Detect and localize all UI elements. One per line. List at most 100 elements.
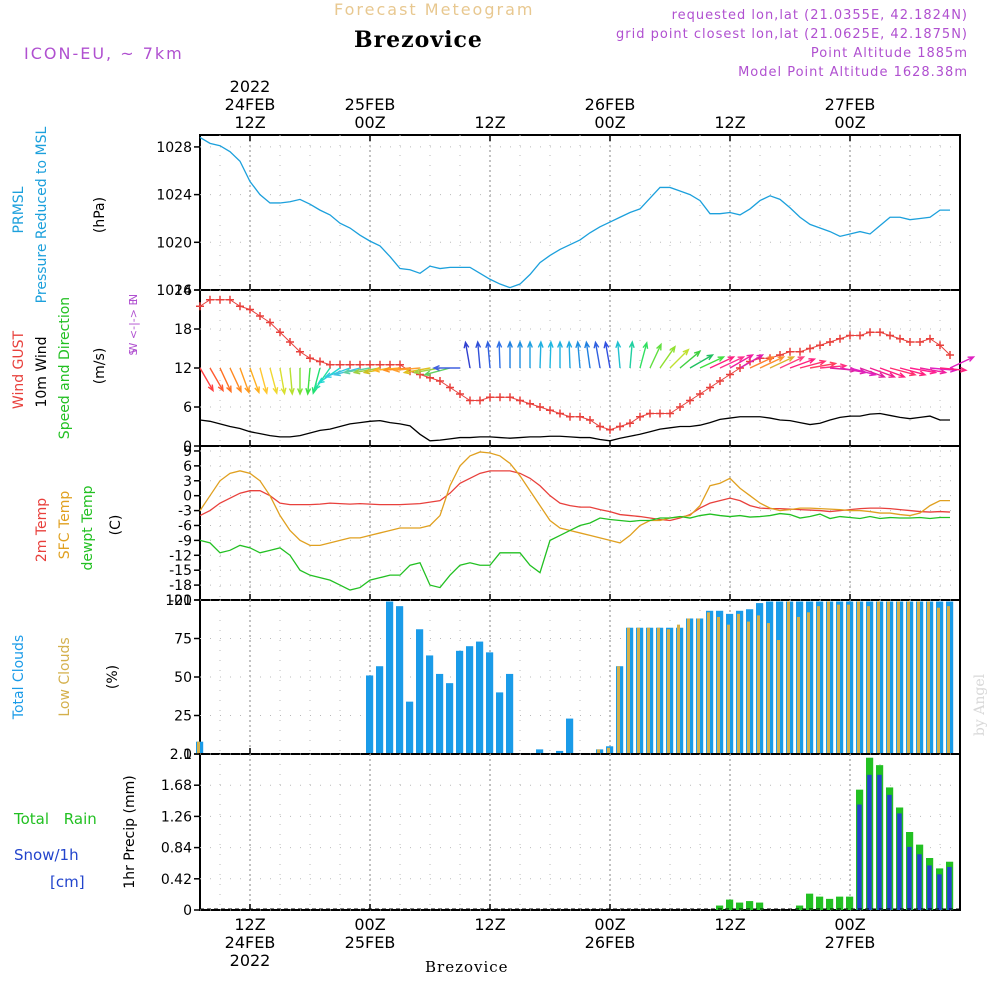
- wind-arrow: [949, 356, 976, 369]
- total-cloud-bar: [476, 641, 484, 754]
- gust-marker: [226, 295, 234, 304]
- wind-arrow: [314, 367, 331, 391]
- gust-marker: [196, 302, 204, 311]
- rain-bar: [756, 902, 764, 910]
- rain-bar: [726, 899, 734, 910]
- rain-bar: [796, 905, 804, 910]
- rain-bar: [746, 901, 754, 910]
- total-cloud-bar: [366, 675, 374, 754]
- low-cloud-bar: [627, 627, 630, 754]
- gust-marker: [876, 328, 884, 337]
- wind-arrow: [679, 350, 702, 369]
- total-cloud-bar: [386, 601, 394, 754]
- model-label: ICON-EU, ~ 7km: [24, 44, 184, 63]
- total-rain-label: Total Rain: [14, 810, 97, 828]
- wind-arrow: [899, 367, 927, 377]
- low-cloud-bar: [747, 621, 750, 754]
- low-cloud-bar: [667, 629, 670, 754]
- low-cloud-bar: [917, 601, 920, 754]
- low-cloud-bar: [877, 601, 880, 754]
- gust-marker: [256, 312, 264, 320]
- rain-bar: [716, 905, 724, 910]
- bottom-year-label: 2022: [230, 951, 271, 970]
- wind-arrow: [809, 361, 838, 369]
- snow-unit-label: [cm]: [50, 873, 85, 891]
- y-tick-label: 100: [165, 593, 192, 609]
- gust-marker: [626, 419, 634, 428]
- gust-marker: [576, 412, 584, 421]
- gust-marker: [656, 409, 664, 418]
- y-tick-label: 1.26: [161, 809, 192, 825]
- snow-bar: [917, 854, 922, 910]
- gust-marker: [786, 347, 794, 356]
- top-time-label: 00Z: [354, 113, 385, 132]
- rain-bar: [816, 896, 824, 910]
- wind-arrow: [537, 340, 544, 369]
- wind-arrow: [517, 340, 523, 368]
- gust-marker: [606, 425, 614, 434]
- gust-marker: [726, 370, 734, 379]
- y-tick-label: 1024: [156, 188, 192, 204]
- wind-arrow: [219, 367, 232, 394]
- wind-arrow: [879, 367, 907, 378]
- gust-marker: [846, 331, 854, 340]
- wind-arrow: [649, 342, 662, 369]
- wind-arrow: [603, 340, 611, 369]
- gust-marker: [436, 377, 444, 385]
- wind-arrow: [709, 356, 736, 369]
- gust-marker: [286, 338, 294, 346]
- wind-arrow: [279, 367, 287, 396]
- low-cloud-bar: [947, 606, 950, 754]
- gust-marker: [806, 344, 814, 353]
- total-cloud-bar: [396, 606, 404, 754]
- panel-frame-precip: [199, 753, 961, 911]
- wind-arrow: [869, 367, 897, 378]
- gust-marker: [926, 334, 934, 343]
- bottom-time-label: 00Z: [834, 915, 865, 934]
- low-cloud-bar: [887, 601, 890, 754]
- low-cloud-bar: [787, 601, 790, 754]
- wind-arrow: [759, 356, 786, 369]
- pressure-line: [199, 136, 950, 289]
- low-cloud-bar: [597, 749, 600, 754]
- wind-arrow: [689, 354, 715, 369]
- snow-bar: [887, 794, 892, 910]
- y-tick-label: 1016: [156, 283, 192, 299]
- wind-arrow: [557, 340, 563, 368]
- low-cloud-bar: [697, 618, 700, 754]
- rain-bar: [846, 896, 854, 910]
- y-tick-label: 0: [183, 747, 192, 763]
- wind-arrow: [919, 367, 948, 375]
- y-tick-label: 0.84: [161, 841, 192, 857]
- gust-marker: [506, 393, 514, 402]
- snow-bar: [857, 804, 862, 910]
- wind-arrow: [584, 340, 591, 369]
- total-cloud-bar: [426, 655, 434, 754]
- top-time-label: 12Z: [474, 113, 505, 132]
- gust-marker: [636, 412, 644, 421]
- gust-marker: [306, 354, 314, 363]
- total-cloud-bar: [456, 650, 464, 754]
- gust-marker: [336, 360, 344, 369]
- bottom-time-label: 12Z: [714, 915, 745, 934]
- gust-marker: [266, 318, 274, 327]
- wind-arrow: [432, 365, 460, 371]
- low-cloud-bar: [717, 616, 720, 754]
- wind-arrow: [779, 356, 806, 369]
- top-date-label: 24FEB: [225, 95, 276, 114]
- gust-marker: [246, 305, 254, 314]
- wind-arrow: [628, 340, 635, 369]
- gust-marker: [836, 334, 844, 343]
- rain-bar: [826, 898, 834, 910]
- wind-arrow: [392, 366, 421, 373]
- low-cloud-bar: [687, 618, 690, 754]
- gust-marker: [596, 422, 604, 431]
- low-cloud-bar: [827, 601, 830, 754]
- gust-marker: [816, 341, 824, 350]
- wind-arrow: [939, 366, 968, 373]
- wind-speed-line: [199, 412, 950, 442]
- gust-marker: [536, 403, 544, 411]
- total-cloud-bar: [486, 652, 494, 754]
- gust-marker: [856, 331, 864, 340]
- low-cloud-bar: [657, 627, 660, 754]
